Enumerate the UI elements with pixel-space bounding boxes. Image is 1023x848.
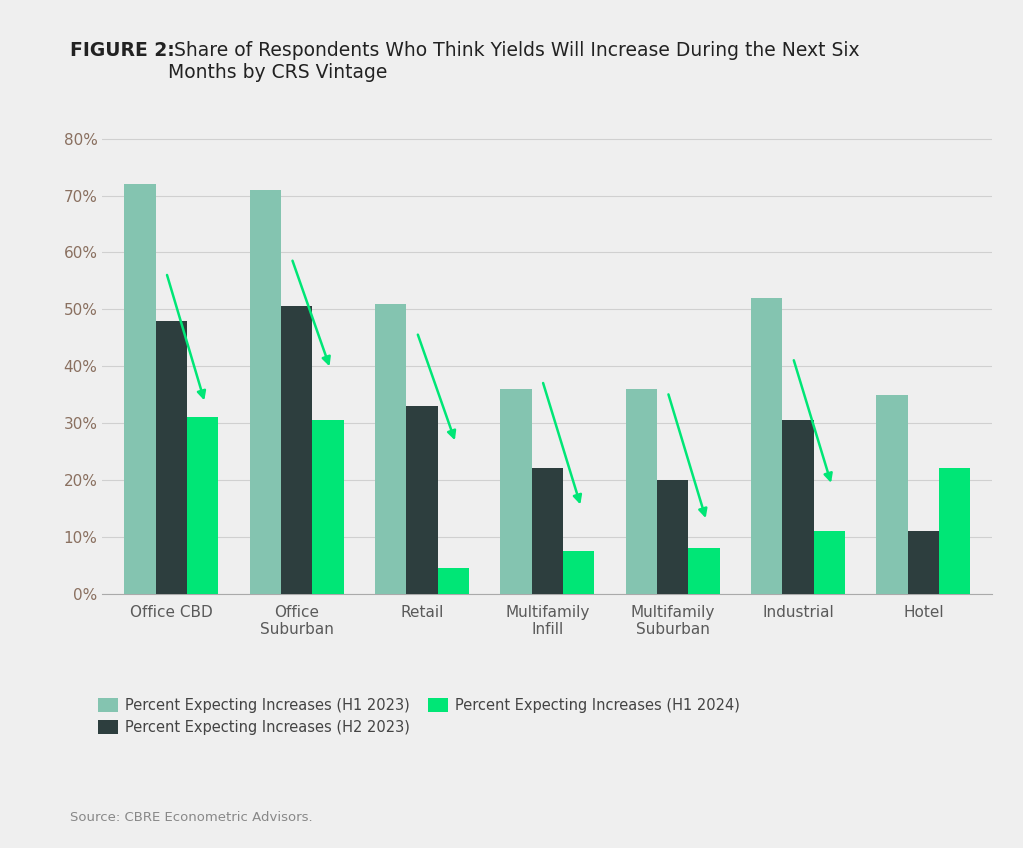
Bar xyxy=(375,304,406,594)
Bar xyxy=(187,417,218,594)
Text: Source: CBRE Econometric Advisors.: Source: CBRE Econometric Advisors. xyxy=(70,812,312,824)
Bar xyxy=(907,531,939,594)
Bar xyxy=(281,306,312,594)
Bar xyxy=(124,184,155,594)
Bar xyxy=(500,389,532,594)
Bar xyxy=(751,298,783,594)
Bar xyxy=(783,420,813,594)
Bar xyxy=(626,389,657,594)
Bar xyxy=(813,531,845,594)
Bar xyxy=(532,468,563,594)
Bar xyxy=(250,190,281,594)
Bar xyxy=(939,468,971,594)
Bar xyxy=(563,551,594,594)
Bar xyxy=(438,568,469,594)
Bar xyxy=(657,480,688,594)
Text: FIGURE 2:: FIGURE 2: xyxy=(70,41,174,59)
Bar xyxy=(312,420,344,594)
Bar xyxy=(406,406,438,594)
Bar xyxy=(877,394,907,594)
Legend: Percent Expecting Increases (H1 2023), Percent Expecting Increases (H2 2023), Pe: Percent Expecting Increases (H1 2023), P… xyxy=(92,692,746,741)
Bar xyxy=(155,321,187,594)
Text: Share of Respondents Who Think Yields Will Increase During the Next Six
Months b: Share of Respondents Who Think Yields Wi… xyxy=(168,41,859,81)
Bar xyxy=(688,548,719,594)
